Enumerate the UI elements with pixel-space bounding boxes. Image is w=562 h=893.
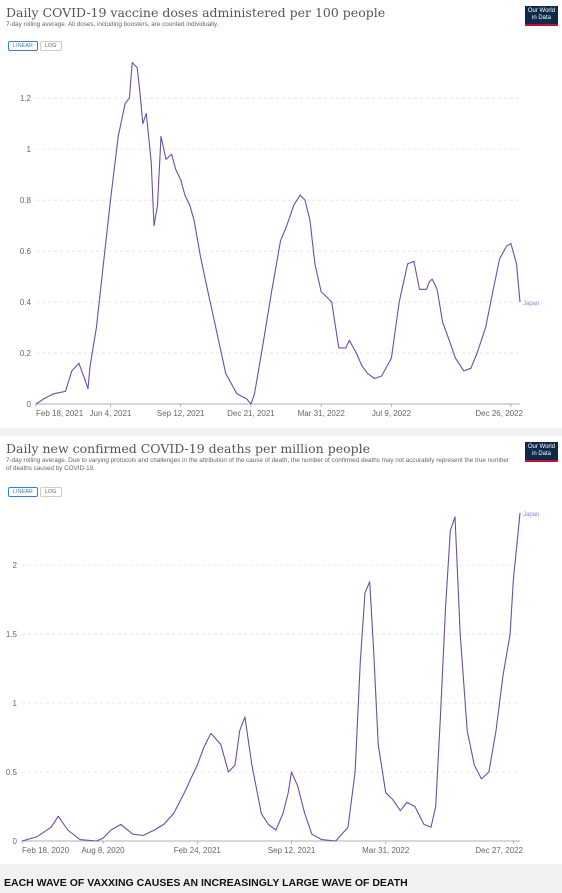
y-tick-label: 0.6	[20, 247, 32, 256]
x-tick-label: Feb 18, 2021	[36, 409, 84, 418]
deaths-chart-panel: Daily new confirmed COVID-19 deaths per …	[0, 436, 562, 864]
linear-scale-button[interactable]: LINEAR	[8, 41, 38, 51]
logo-line-2: in Data	[531, 451, 551, 457]
logo-line-1: Our World	[527, 8, 556, 14]
y-tick-label: 1.2	[20, 94, 32, 103]
series-line-japan	[35, 61, 521, 405]
y-tick-label: 0.5	[6, 768, 18, 777]
linear-scale-button[interactable]: LINEAR	[8, 487, 38, 497]
x-tick-label: Feb 18, 2020	[22, 846, 70, 855]
chart-subtitle: 7-day rolling average. Due to varying pr…	[6, 457, 509, 472]
chart-subtitle: 7-day rolling average. All doses, includ…	[6, 21, 219, 28]
x-tick-label: Jun 4, 2021	[90, 409, 132, 418]
x-tick-label: Dec 27, 2022	[475, 846, 523, 855]
x-tick-label: Mar 31, 2022	[362, 846, 410, 855]
x-tick-label: Mar 31, 2022	[298, 409, 346, 418]
log-scale-button[interactable]: LOG	[39, 487, 62, 497]
chart-title: Daily new confirmed COVID-19 deaths per …	[6, 441, 371, 456]
y-tick-label: 0	[27, 400, 32, 409]
x-tick-label: Jul 9, 2022	[372, 409, 412, 418]
scale-toggle: LINEAR LOG	[8, 41, 62, 51]
x-tick-label: Feb 24, 2021	[174, 846, 222, 855]
y-tick-label: 0	[13, 837, 18, 846]
x-tick-label: Dec 21, 2021	[227, 409, 275, 418]
x-tick-label: Dec 26, 2022	[475, 409, 523, 418]
y-tick-label: 0.8	[20, 196, 32, 205]
series-line-japan	[21, 512, 521, 842]
x-tick-label: Sep 12, 2021	[157, 409, 205, 418]
vaccine-chart-panel: Daily COVID-19 vaccine doses administere…	[0, 0, 562, 428]
owid-logo[interactable]: Our World in Data	[525, 442, 558, 462]
y-tick-label: 2	[13, 561, 18, 570]
logo-line-2: in Data	[531, 15, 551, 21]
caption: EACH WAVE OF VAXXING CAUSES AN INCREASIN…	[4, 877, 408, 889]
vaccine-line-chart: 0 0.2 0.4 0.6 0.8 1 1.2 Feb 18, 2021 Jun 4, 2021…	[20, 61, 539, 418]
scale-toggle: LINEAR LOG	[8, 487, 62, 497]
owid-logo[interactable]: Our World in Data	[525, 6, 558, 26]
x-tick-label: Aug 8, 2020	[81, 846, 125, 855]
x-tick-label: Sep 12, 2021	[268, 846, 316, 855]
series-label-japan: Japan	[523, 512, 539, 518]
y-tick-label: 0.4	[20, 298, 32, 307]
chart-title: Daily COVID-19 vaccine doses administere…	[6, 5, 386, 20]
logo-line-1: Our World	[527, 444, 556, 450]
y-tick-label: 1	[13, 699, 18, 708]
y-tick-label: 1	[27, 145, 32, 154]
deaths-line-chart: 0 0.5 1 1.5 2 Feb 18, 2020 Aug 8, 2020 Feb 24, …	[6, 512, 539, 855]
y-tick-label: 1.5	[6, 630, 18, 639]
log-scale-button[interactable]: LOG	[39, 41, 62, 51]
y-tick-label: 0.2	[20, 349, 32, 358]
series-label-japan: Japan	[523, 301, 539, 307]
